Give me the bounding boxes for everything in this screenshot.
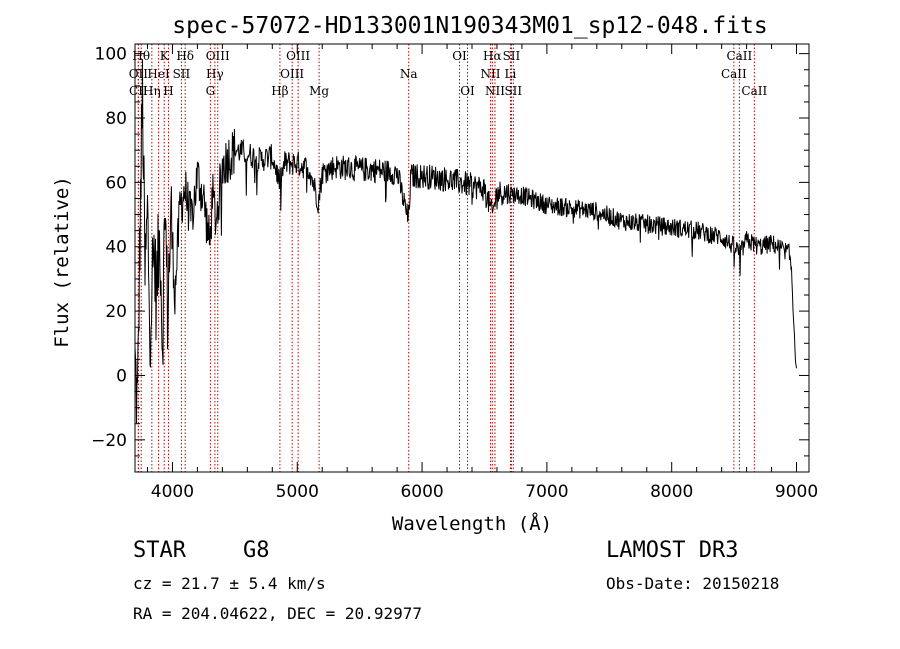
spectral-line-label: OII xyxy=(129,67,149,81)
spectral-line-label: G xyxy=(206,84,216,98)
spectral-line-label: Hη xyxy=(143,84,161,98)
x-tick-label: 9000 xyxy=(775,482,818,502)
y-tick-label: 0 xyxy=(116,366,127,386)
spectral-line-label: Hγ xyxy=(206,67,224,81)
y-tick-label: −20 xyxy=(91,431,127,451)
y-tick-label: 40 xyxy=(105,238,127,258)
observation-date: Obs-Date: 20150218 xyxy=(606,574,780,593)
coordinates: RA = 204.04622, DEC = 20.92977 xyxy=(133,604,422,623)
redshift-cz: cz = 21.7 ± 5.4 km/s xyxy=(133,574,326,593)
spectral-line-label: OI xyxy=(460,84,475,98)
x-tick-label: 6000 xyxy=(400,482,443,502)
spectral-line-label: K xyxy=(160,49,170,63)
spectral-line-label: OIII xyxy=(280,67,304,81)
spectral-line-label: Hθ xyxy=(132,49,150,63)
spectral-line-label: Na xyxy=(400,67,418,81)
spectral-line-label: CaII xyxy=(741,84,767,98)
spectral-line-label: NII xyxy=(480,67,500,81)
spectral-line-label: NII xyxy=(485,84,505,98)
x-tick-label: 5000 xyxy=(276,482,319,502)
spectral-line-label: Hα xyxy=(483,49,502,63)
x-tick-label: 4000 xyxy=(151,482,194,502)
spectrum-line xyxy=(134,59,797,424)
y-tick-label: 60 xyxy=(105,173,127,193)
spectral-line-labels: CIIOIIHθHηHeIKHSIIHδGHγOIIIHβOIIIOIIIMgN… xyxy=(129,49,768,98)
survey-name: LAMOST DR3 xyxy=(606,538,739,563)
spectral-line-label: OI xyxy=(452,49,467,63)
spectral-line-label: CaII xyxy=(721,67,747,81)
x-tick-label: 8000 xyxy=(650,482,693,502)
axis-ticks: 4000 5000 6000 7000 8000 9000 −20 0 20 40 60 80 100 xyxy=(91,44,818,502)
spectral-line-label: OIII xyxy=(286,49,310,63)
spectral-line-label: H xyxy=(163,84,173,98)
spectral-line-label: Mg xyxy=(309,84,329,98)
x-tick-label: 7000 xyxy=(525,482,568,502)
spectral-line-label: SII xyxy=(504,84,522,98)
spectral-line-label: Hδ xyxy=(176,49,194,63)
spectral-line-label: CaII xyxy=(726,49,752,63)
chart-title: spec-57072-HD133001N190343M01_sp12-048.f… xyxy=(172,13,767,39)
y-tick-label: 100 xyxy=(95,45,127,65)
spectral-line-label: Li xyxy=(505,67,517,81)
spectral-subclass: G8 xyxy=(243,538,270,563)
spectral-line-label: CII xyxy=(129,84,148,98)
spectral-line-label: Hβ xyxy=(271,84,288,98)
plot-frame xyxy=(134,43,810,473)
spectral-line-label: OIII xyxy=(206,49,230,63)
spectral-line-markers xyxy=(137,44,755,472)
object-type: STAR xyxy=(133,538,186,563)
spectral-line-label: SII xyxy=(173,67,191,81)
spectral-line-label: SII xyxy=(503,49,521,63)
spectral-line-label: HeI xyxy=(147,67,170,81)
y-axis-label: Flux (relative) xyxy=(51,176,73,348)
y-tick-label: 80 xyxy=(105,109,127,129)
y-tick-label: 20 xyxy=(105,302,127,322)
x-axis-label: Wavelength (Å) xyxy=(392,512,552,535)
